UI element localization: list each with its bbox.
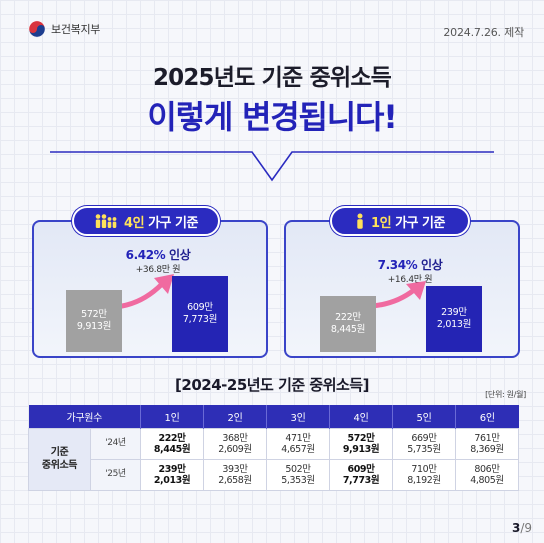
table-cell: 806만 4,805원 bbox=[455, 458, 520, 491]
increase-word: 인상 bbox=[165, 248, 191, 262]
bar-won: 7,773원 bbox=[182, 314, 218, 325]
bar-man: 239만 bbox=[441, 307, 467, 318]
table-unit: [단위: 원/월] bbox=[485, 390, 526, 399]
bar-2025-4person: 609만 7,773원 bbox=[172, 276, 228, 352]
year-cell: '25년 bbox=[89, 458, 142, 491]
bar-man: 609만 bbox=[187, 302, 213, 313]
person-icon bbox=[357, 213, 363, 229]
panel-1person-increase: 7.34% 인상 bbox=[360, 256, 460, 273]
bar-man: 222만 bbox=[335, 312, 361, 323]
ministry-logo: 보건복지부 bbox=[28, 20, 100, 38]
table-cell: 502만 5,353원 bbox=[266, 458, 331, 491]
column-header: 6인 bbox=[455, 405, 519, 428]
increase-pct: 6.42% bbox=[125, 248, 166, 262]
column-header: 3인 bbox=[266, 405, 331, 428]
page-total: /9 bbox=[520, 521, 532, 535]
increase-word: 인상 bbox=[417, 258, 443, 272]
panel-4person-increase: 6.42% 인상 bbox=[108, 246, 208, 263]
page-indicator: 3/9 bbox=[512, 521, 532, 535]
table-cell: 609만 7,773원 bbox=[329, 458, 394, 491]
panel-4person-label: 4인 가구 기준 bbox=[72, 206, 220, 236]
row-header-line2: 중위소득 bbox=[41, 460, 78, 471]
table-cell: 669만 5,735원 bbox=[392, 427, 457, 460]
taegeuk-icon bbox=[28, 20, 46, 38]
table-cell: 761만 8,369원 bbox=[455, 427, 520, 460]
panel-1person-basis: 가구 기준 bbox=[391, 215, 445, 231]
panel-4person-amount: +36.8만 원 bbox=[135, 265, 181, 275]
year-cell: '24년 bbox=[89, 427, 142, 460]
bar-2024-4person: 572만 9,913원 bbox=[66, 290, 122, 352]
panel-4person-basis: 가구 기준 bbox=[144, 215, 198, 231]
table-cell: 222만 8,445원 bbox=[140, 427, 205, 460]
column-header: 1인 bbox=[140, 405, 205, 428]
table-cell: 368만 2,609원 bbox=[203, 427, 268, 460]
page-current: 3 bbox=[511, 521, 521, 535]
table-cell: 393만 2,658원 bbox=[203, 458, 268, 491]
bar-man: 572만 bbox=[81, 309, 107, 320]
increase-pct: 7.34% bbox=[377, 258, 418, 272]
ministry-name: 보건복지부 bbox=[51, 23, 101, 36]
median-income-table: 가구원수 1인 2인 3인 4인 5인 6인 기준 중위소득 '24년 222만… bbox=[28, 405, 520, 491]
production-date: 2024.7.26. 제작 bbox=[443, 26, 524, 39]
table-row: '25년 239만 2,013원 393만 2,658원 502만 5,353원 60… bbox=[29, 458, 520, 491]
panel-1person-count: 1인 bbox=[371, 215, 392, 231]
increase-arrow-icon bbox=[369, 281, 426, 309]
table-cell: 710만 8,192원 bbox=[392, 458, 457, 491]
bar-won: 8,445원 bbox=[330, 324, 366, 335]
increase-arrow-icon bbox=[119, 274, 174, 309]
table-cell: 239만 2,013원 bbox=[140, 458, 205, 491]
bar-2024-1person: 222만 8,445원 bbox=[320, 296, 376, 352]
family-icon bbox=[95, 214, 117, 228]
table-cell: 572만 9,913원 bbox=[329, 427, 394, 460]
row-header-line1: 기준 bbox=[50, 447, 69, 458]
page-subtitle: 이렇게 변경됩니다! bbox=[147, 98, 397, 136]
bar-won: 2,013원 bbox=[436, 319, 472, 330]
column-header: 4인 bbox=[329, 405, 394, 428]
row-header: 기준 중위소득 bbox=[28, 427, 91, 491]
panel-1person-label: 1인 가구 기준 bbox=[330, 206, 470, 236]
panel-1person-amount: +16.4만 원 bbox=[387, 275, 433, 285]
table-header-row: 가구원수 1인 2인 3인 4인 5인 6인 bbox=[28, 405, 519, 428]
column-header: 2인 bbox=[203, 405, 268, 428]
column-header: 5인 bbox=[392, 405, 457, 428]
column-header: 가구원수 bbox=[28, 405, 142, 428]
table-row: 기준 중위소득 '24년 222만 8,445원 368만 2,609원 471만 4… bbox=[28, 427, 520, 491]
table-cell: 471만 4,657원 bbox=[266, 427, 331, 460]
bar-2025-1person: 239만 2,013원 bbox=[426, 286, 482, 352]
panel-4person-count: 4인 bbox=[124, 215, 145, 231]
table-title: [2024-25년도 기준 중위소득] bbox=[175, 376, 369, 394]
bar-won: 9,913원 bbox=[76, 321, 112, 332]
page-title: 2025년도 기준 중위소득 bbox=[152, 65, 392, 91]
title-divider bbox=[50, 151, 494, 182]
